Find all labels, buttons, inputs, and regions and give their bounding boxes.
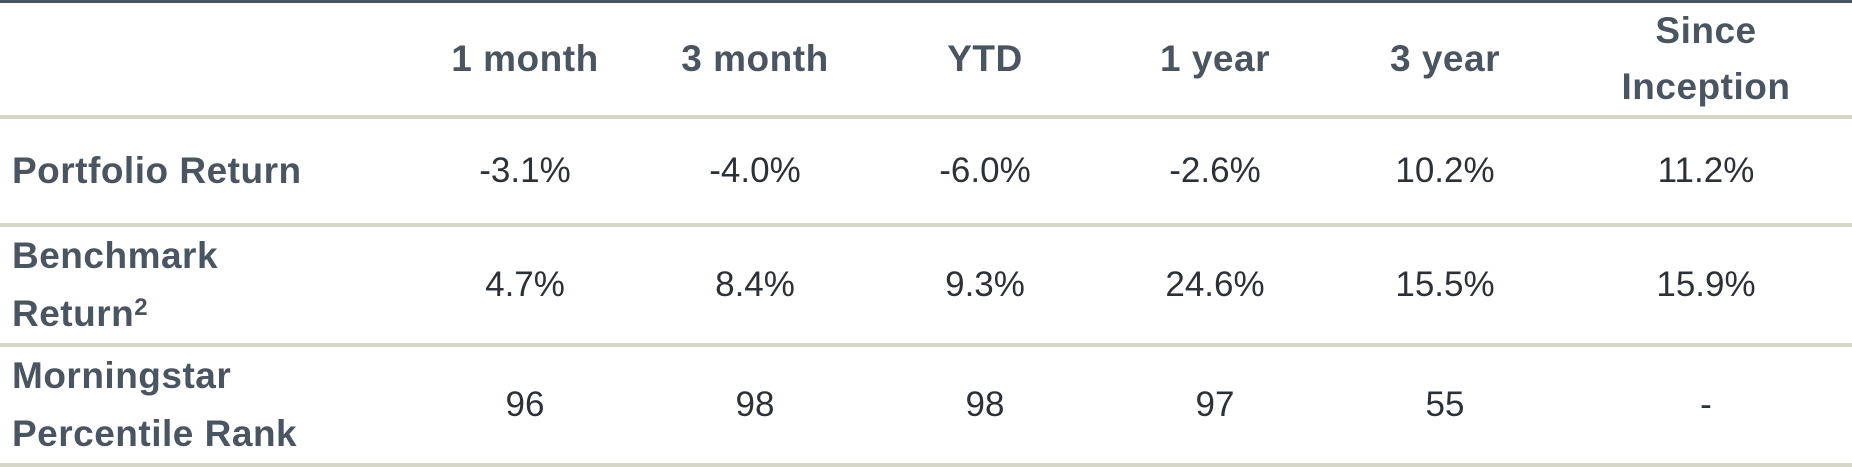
row-label: Portfolio Return: [0, 117, 410, 225]
top-rule: [0, 0, 1852, 3]
table-cell: 9.3%: [945, 265, 1025, 304]
row-label: Morningstar Percentile Rank: [0, 345, 410, 465]
header-since-inception: Since Inception: [1621, 10, 1791, 107]
performance-table: 1 month 3 month YTD 1 year 3 year Since …: [0, 3, 1852, 467]
table-row-portfolio-return: Portfolio Return -3.1% -4.0% -6.0% -2.6%…: [0, 117, 1852, 225]
table-cell: -3.1%: [479, 151, 571, 190]
table-cell: 96: [505, 385, 545, 424]
header-blank: [0, 3, 410, 117]
table-cell: -2.6%: [1169, 151, 1261, 190]
row-label: Benchmark Return2: [0, 225, 410, 345]
table-cell: 97: [1195, 385, 1235, 424]
table-cell: 24.6%: [1165, 265, 1265, 304]
header-3-year: 3 year: [1390, 38, 1500, 79]
footnote-marker: 2: [134, 294, 149, 321]
table-cell: -6.0%: [939, 151, 1031, 190]
header-row: 1 month 3 month YTD 1 year 3 year Since …: [0, 3, 1852, 117]
table-cell: -: [1700, 385, 1712, 424]
table-cell: 11.2%: [1657, 151, 1755, 190]
table-row-morningstar-rank: Morningstar Percentile Rank 96 98 98 97 …: [0, 345, 1852, 465]
row-label-text: Portfolio Return: [12, 150, 302, 191]
header-3-month: 3 month: [681, 38, 829, 79]
row-label-text: Morningstar Percentile Rank: [12, 355, 298, 454]
table-cell: -4.0%: [709, 151, 801, 190]
table-cell: 4.7%: [485, 265, 565, 304]
header-1-month: 1 month: [451, 38, 599, 79]
table-cell: 98: [735, 385, 775, 424]
row-label-text: Benchmark Return: [12, 235, 219, 334]
table-row-benchmark-return: Benchmark Return2 4.7% 8.4% 9.3% 24.6% 1…: [0, 225, 1852, 345]
table-cell: 8.4%: [715, 265, 795, 304]
table-cell: 10.2%: [1395, 151, 1495, 190]
table-cell: 15.9%: [1656, 265, 1756, 304]
header-ytd: YTD: [947, 38, 1023, 79]
header-1-year: 1 year: [1160, 38, 1270, 79]
table-cell: 15.5%: [1395, 265, 1495, 304]
table-cell: 55: [1425, 385, 1465, 424]
table-cell: 98: [965, 385, 1005, 424]
